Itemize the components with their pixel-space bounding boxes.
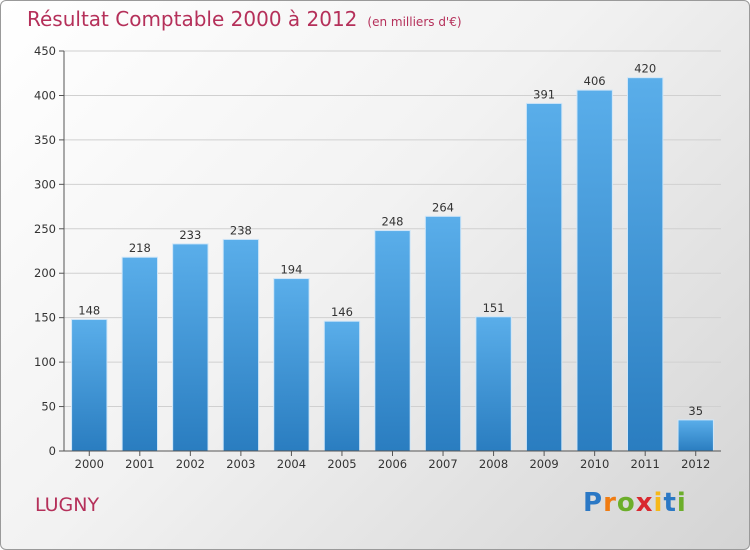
data-label-2003: 238	[230, 223, 252, 237]
bar-2000	[71, 318, 108, 452]
logo-letter: P	[583, 488, 604, 518]
y-tick-label: 100	[34, 355, 56, 369]
x-tick-label-2012: 2012	[681, 457, 710, 471]
y-tick-label: 400	[34, 88, 56, 102]
x-axis: 2000 2001 2002 2003 2004 2005 2006 2007 2008 2009…	[64, 450, 721, 471]
bar-2007	[424, 215, 462, 452]
data-label-2000: 148	[78, 303, 100, 317]
data-label-2004: 194	[280, 263, 302, 277]
bar-2012	[677, 419, 714, 452]
data-label-2002: 233	[179, 228, 201, 242]
bar-2010	[576, 89, 613, 452]
data-label-2001: 218	[129, 241, 151, 255]
x-tick-label-2000: 2000	[75, 457, 104, 471]
bar-2009	[525, 102, 563, 452]
y-tick-label: 350	[34, 133, 56, 147]
chart-subtitle: (en milliers d'€)	[367, 15, 462, 29]
x-tick-label-2003: 2003	[226, 457, 255, 471]
logo-letter: o	[616, 488, 636, 518]
logo-letter: i	[653, 488, 664, 518]
data-label-2010: 406	[584, 74, 606, 88]
bar-2006	[374, 230, 411, 452]
x-tick-label-2007: 2007	[428, 457, 457, 471]
x-tick-label-2004: 2004	[277, 457, 306, 471]
bar-2011	[627, 77, 664, 452]
logo-letter: i	[676, 488, 687, 518]
bar-2005	[323, 320, 361, 452]
y-tick-label: 50	[41, 400, 56, 414]
x-tick-label-2005: 2005	[327, 457, 356, 471]
x-tick-label-2001: 2001	[125, 457, 154, 471]
data-label-2006: 248	[382, 215, 404, 229]
bar-2002	[172, 243, 209, 452]
data-label-2007: 264	[432, 200, 454, 214]
x-tick-label-2002: 2002	[176, 457, 205, 471]
data-label-2005: 146	[331, 305, 353, 319]
bars: 148 218 233 238 194 146 248 264 151 391 406 420 35	[71, 62, 714, 452]
y-tick-label: 300	[34, 177, 56, 191]
place-name: LUGNY	[35, 494, 100, 516]
y-tick-label: 200	[34, 266, 56, 280]
bar-2008	[475, 316, 512, 452]
bar-chart: 0 50 100 150 200 250 300 350 400 450 148 218 233 238…	[34, 44, 721, 471]
proxiti-logo[interactable]: Proxiti	[583, 488, 687, 518]
chart-title-text: Résultat Comptable 2000 à 2012	[27, 7, 358, 31]
bar-2001	[121, 256, 158, 452]
x-tick-label-2010: 2010	[580, 457, 609, 471]
y-tick-label: 0	[49, 444, 56, 458]
bar-2003	[222, 238, 260, 452]
data-label-2011: 420	[634, 62, 656, 76]
logo-letter: x	[635, 488, 654, 518]
x-tick-label-2009: 2009	[529, 457, 558, 471]
x-tick-label-2006: 2006	[378, 457, 407, 471]
y-tick-label: 450	[34, 44, 56, 58]
data-label-2009: 391	[533, 87, 555, 101]
y-axis: 0 50 100 150 200 250 300 350 400 450	[34, 44, 65, 458]
y-tick-label: 250	[34, 222, 56, 236]
data-label-2008: 151	[483, 301, 505, 315]
x-tick-label-2011: 2011	[631, 457, 660, 471]
logo-letter: r	[603, 488, 617, 518]
bar-2004	[273, 278, 310, 452]
x-tick-label-2008: 2008	[479, 457, 508, 471]
y-tick-label: 150	[34, 311, 56, 325]
data-label-2012: 35	[688, 404, 703, 418]
logo-letter: t	[663, 488, 677, 518]
chart-title: Résultat Comptable 2000 à 2012 (en millie…	[27, 7, 462, 31]
